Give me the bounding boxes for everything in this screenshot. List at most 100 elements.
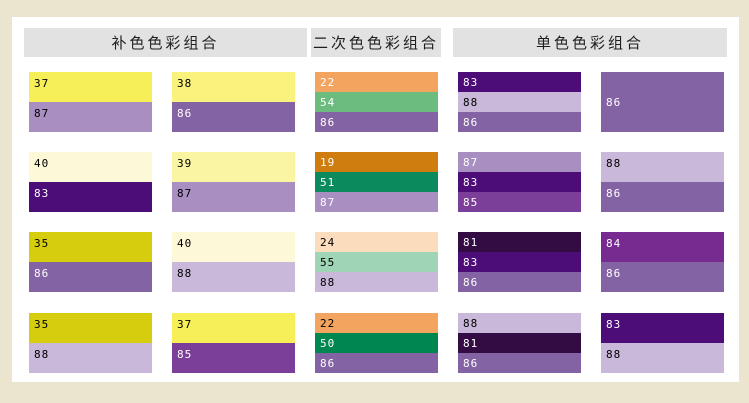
color-number: 54 — [320, 95, 336, 109]
color-number: 86 — [177, 107, 193, 120]
color-stripe-24: 24 — [315, 232, 438, 252]
color-number: 83 — [34, 187, 50, 200]
color-number: 38 — [177, 77, 193, 90]
color-number: 86 — [463, 356, 479, 370]
color-number: 88 — [320, 275, 336, 289]
color-stripe-35: 35 — [29, 313, 152, 343]
color-number: 83 — [606, 318, 622, 331]
color-stripe-86: 86 — [315, 353, 438, 373]
swatch-card-monochrome-1-0: 86 — [601, 72, 724, 132]
color-number: 83 — [463, 175, 479, 189]
content-panel: 补色色彩组合 二次色色彩组合 单色色彩组合 37 87 40 83 35 86 35 88 38… — [12, 17, 739, 382]
color-stripe-81: 81 — [458, 232, 581, 252]
color-stripe-19: 19 — [315, 152, 438, 172]
group-header-complementary: 补色色彩组合 — [24, 28, 307, 57]
color-stripe-50: 50 — [315, 333, 438, 353]
color-stripe-88: 88 — [172, 262, 295, 292]
color-number: 88 — [34, 348, 50, 361]
swatch-card-secondary-0-3: 22 50 86 — [315, 313, 438, 373]
color-number: 39 — [177, 157, 193, 170]
swatch-card-complementary-1-2: 40 88 — [172, 232, 295, 292]
swatch-card-secondary-0-0: 22 54 86 — [315, 72, 438, 132]
color-number: 35 — [34, 318, 50, 331]
color-stripe-83: 83 — [458, 172, 581, 192]
color-stripe-84: 84 — [601, 232, 724, 262]
color-stripe-51: 51 — [315, 172, 438, 192]
color-number: 37 — [34, 77, 50, 90]
color-stripe-87: 87 — [458, 152, 581, 172]
color-stripe-88: 88 — [315, 272, 438, 292]
swatch-card-monochrome-0-3: 88 81 86 — [458, 313, 581, 373]
swatch-card-complementary-1-1: 39 87 — [172, 152, 295, 212]
color-stripe-86: 86 — [315, 112, 438, 132]
color-stripe-86: 86 — [601, 262, 724, 292]
color-number: 81 — [463, 235, 479, 249]
color-stripe-83: 83 — [458, 72, 581, 92]
swatch-card-complementary-0-0: 37 87 — [29, 72, 152, 132]
color-stripe-83: 83 — [458, 252, 581, 272]
color-stripe-86: 86 — [458, 353, 581, 373]
color-stripe-40: 40 — [172, 232, 295, 262]
color-stripe-40: 40 — [29, 152, 152, 182]
swatch-card-monochrome-0-0: 83 88 86 — [458, 72, 581, 132]
color-stripe-22: 22 — [315, 313, 438, 333]
color-stripe-39: 39 — [172, 152, 295, 182]
color-number: 85 — [463, 195, 479, 209]
color-stripe-88: 88 — [458, 313, 581, 333]
color-number: 51 — [320, 175, 336, 189]
color-number: 22 — [320, 75, 336, 89]
group-header-secondary: 二次色色彩组合 — [311, 28, 441, 57]
color-number: 86 — [34, 267, 50, 280]
color-stripe-86: 86 — [601, 182, 724, 212]
color-stripe-88: 88 — [601, 343, 724, 373]
color-number: 83 — [463, 255, 479, 269]
color-stripe-35: 35 — [29, 232, 152, 262]
color-stripe-85: 85 — [172, 343, 295, 373]
color-stripe-88: 88 — [29, 343, 152, 373]
color-number: 86 — [606, 267, 622, 280]
color-stripe-37: 37 — [29, 72, 152, 102]
color-number: 88 — [606, 348, 622, 361]
color-number: 87 — [177, 187, 193, 200]
swatch-card-secondary-0-1: 19 51 87 — [315, 152, 438, 212]
swatch-card-complementary-0-1: 40 83 — [29, 152, 152, 212]
color-stripe-87: 87 — [315, 192, 438, 212]
color-number: 85 — [177, 348, 193, 361]
color-number: 87 — [34, 107, 50, 120]
color-stripe-86: 86 — [172, 102, 295, 132]
color-number: 88 — [606, 157, 622, 170]
color-number: 83 — [463, 75, 479, 89]
color-number: 40 — [34, 157, 50, 170]
color-stripe-87: 87 — [172, 182, 295, 212]
color-number: 84 — [606, 237, 622, 250]
swatch-card-complementary-1-0: 38 86 — [172, 72, 295, 132]
color-number: 88 — [177, 267, 193, 280]
swatch-card-complementary-0-2: 35 86 — [29, 232, 152, 292]
color-stripe-86: 86 — [601, 72, 724, 132]
swatch-card-monochrome-0-1: 87 83 85 — [458, 152, 581, 212]
swatch-card-monochrome-0-2: 81 83 86 — [458, 232, 581, 292]
color-stripe-83: 83 — [29, 182, 152, 212]
color-number: 87 — [463, 155, 479, 169]
swatch-card-complementary-1-3: 37 85 — [172, 313, 295, 373]
color-stripe-85: 85 — [458, 192, 581, 212]
group-title-monochrome: 单色色彩组合 — [535, 34, 644, 52]
color-stripe-88: 88 — [458, 92, 581, 112]
color-number: 86 — [320, 356, 336, 370]
color-number: 24 — [320, 235, 336, 249]
color-stripe-86: 86 — [29, 262, 152, 292]
group-header-monochrome: 单色色彩组合 — [453, 28, 727, 57]
swatch-card-complementary-0-3: 35 88 — [29, 313, 152, 373]
group-title-complementary: 补色色彩组合 — [111, 34, 220, 52]
color-number: 19 — [320, 155, 336, 169]
color-number: 88 — [463, 316, 479, 330]
color-stripe-86: 86 — [458, 272, 581, 292]
color-number: 22 — [320, 316, 336, 330]
color-number: 40 — [177, 237, 193, 250]
swatch-card-monochrome-1-1: 88 86 — [601, 152, 724, 212]
color-number: 86 — [320, 115, 336, 129]
color-number: 87 — [320, 195, 336, 209]
color-stripe-37: 37 — [172, 313, 295, 343]
color-number: 86 — [463, 275, 479, 289]
